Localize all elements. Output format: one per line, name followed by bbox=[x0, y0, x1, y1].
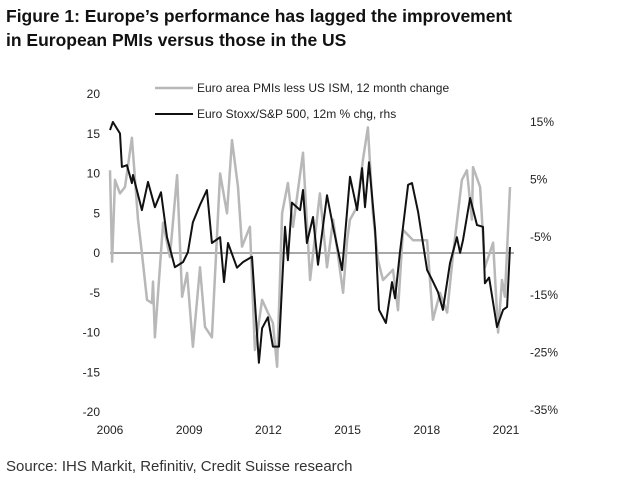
source-note: Source: IHS Markit, Refinitiv, Credit Su… bbox=[6, 458, 353, 475]
title-line-1: Figure 1: Europe’s performance has lagge… bbox=[6, 6, 512, 26]
left-tick-label: -5 bbox=[89, 286, 100, 300]
legend-label-stoxx: Euro Stoxx/S&P 500, 12m % chg, rhs bbox=[197, 107, 396, 121]
left-tick-label: -20 bbox=[83, 405, 101, 419]
x-tick-label: 2009 bbox=[176, 423, 203, 437]
left-tick-label: 0 bbox=[93, 246, 100, 260]
series-line-pmi bbox=[108, 126, 512, 368]
left-tick-label: 15 bbox=[87, 127, 101, 141]
legend: Euro area PMIs less US ISM, 12 month cha… bbox=[155, 81, 449, 121]
x-tick-label: 2018 bbox=[413, 423, 440, 437]
left-tick-label: 20 bbox=[87, 87, 101, 101]
x-tick-label: 2015 bbox=[334, 423, 361, 437]
x-tick-label: 2021 bbox=[493, 423, 520, 437]
left-tick-label: -15 bbox=[83, 365, 101, 379]
title-line-2: in European PMIs versus those in the US bbox=[6, 30, 347, 50]
left-tick-label: 5 bbox=[93, 206, 100, 220]
right-tick-label: 5% bbox=[530, 173, 548, 187]
x-tick-label: 2012 bbox=[255, 423, 282, 437]
series-line-stoxx bbox=[109, 121, 511, 364]
right-tick-label: -15% bbox=[530, 288, 558, 302]
chart-title: Figure 1: Europe’s performance has lagge… bbox=[6, 4, 512, 52]
right-tick-label: -25% bbox=[530, 345, 558, 359]
right-tick-label: 15% bbox=[530, 115, 554, 129]
x-tick-label: 2006 bbox=[97, 423, 124, 437]
left-tick-label: 10 bbox=[87, 167, 101, 181]
legend-label-pmi: Euro area PMIs less US ISM, 12 month cha… bbox=[197, 81, 449, 95]
left-tick-label: -10 bbox=[83, 326, 101, 340]
right-tick-label: -35% bbox=[530, 403, 558, 417]
right-tick-label: -5% bbox=[530, 230, 552, 244]
